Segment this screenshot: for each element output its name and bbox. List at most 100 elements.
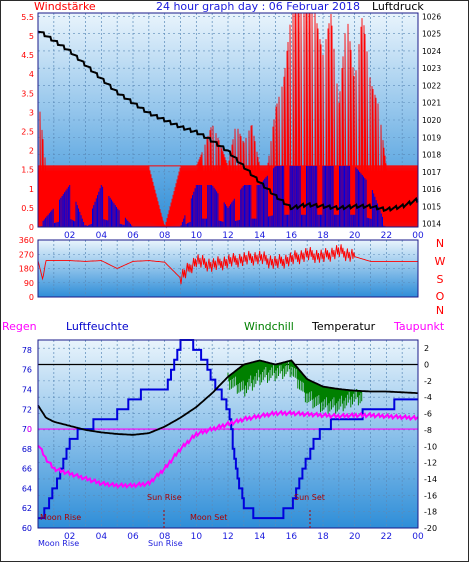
- hour-tick-label: 08: [159, 231, 171, 241]
- humidity-tick-label: 70: [22, 425, 32, 434]
- bottom-moon-rise-label: Moon Rise: [38, 539, 79, 548]
- pressure-tick-label: 1026: [422, 12, 441, 21]
- panel2-axes: 0 90 180 270 360: [19, 236, 34, 302]
- hour-tick-label: 00: [412, 231, 424, 241]
- direction-tick-label: 270: [19, 250, 34, 259]
- legend-windchill: Windchill: [244, 320, 294, 333]
- pressure-tick-label: 1025: [422, 30, 441, 39]
- panel3-border: [37, 339, 419, 529]
- wind-tick-label: 2: [29, 147, 34, 156]
- wind-pressure-panel: 02 04 06 08 10 12 14 16 18 20 22 0000.511.522.533.5…: [21, 12, 441, 241]
- panel2-border: [37, 239, 419, 298]
- legend-luftfeuchte: Luftfeuchte: [66, 320, 129, 333]
- humidity-tick-label: 78: [22, 346, 32, 355]
- header-luftdruck: Luftdruck: [372, 0, 424, 13]
- temperature-tick-label: -20: [424, 524, 437, 533]
- pressure-tick-label: 1018: [422, 151, 441, 160]
- wind-tick-label: 5: [29, 32, 34, 41]
- panel2-series: [37, 244, 418, 285]
- temperature-tick-label: -12: [424, 459, 437, 468]
- astro-markers: Moon Rise Sun Rise Moon Set Sun Set Moon…: [38, 493, 325, 548]
- humidity-tick-label: 64: [22, 484, 32, 493]
- hour-tick-label: 04: [96, 532, 108, 542]
- wind-tick-label: 4: [29, 70, 34, 79]
- hour-tick-label: 04: [96, 231, 108, 241]
- pressure-series: [37, 30, 419, 213]
- hour-tick-label: 12: [222, 231, 233, 241]
- hour-tick-label: 22: [381, 231, 392, 241]
- moon-set-label: Moon Set: [190, 513, 227, 522]
- hour-tick-label: 18: [317, 231, 329, 241]
- bottom-sun-rise-label: Sun Rise: [148, 539, 183, 548]
- temperature-tick-label: -14: [424, 475, 437, 484]
- hour-tick-label: 14: [254, 231, 266, 241]
- hour-tick-label: 00: [412, 532, 424, 542]
- hour-tick-label: 10: [191, 231, 203, 241]
- moon-rise-label: Moon Rise: [40, 513, 81, 522]
- sun-rise-label: Sun Rise: [147, 493, 182, 502]
- pressure-tick-label: 1024: [422, 47, 441, 56]
- hour-tick-label: 18: [317, 532, 329, 542]
- wind-tick-label: 3.5: [21, 89, 34, 98]
- hour-tick-label: 22: [381, 532, 392, 542]
- pressure-tick-label: 1015: [422, 202, 441, 211]
- pressure-tick-label: 1019: [422, 133, 441, 142]
- direction-letter: S: [437, 273, 444, 286]
- wind-tick-label: 5.5: [21, 13, 34, 22]
- hour-tick-label: 20: [349, 532, 361, 542]
- temperature-series: [37, 359, 418, 436]
- direction-letter: W: [435, 255, 446, 268]
- hour-tick-label: 20: [349, 231, 361, 241]
- hour-tick-label: 02: [64, 231, 75, 241]
- direction-letter: O: [436, 290, 445, 303]
- wind-tick-label: 1.5: [21, 166, 34, 175]
- humidity-tick-label: 62: [22, 504, 32, 513]
- sun-set-label: Sun Set: [294, 493, 325, 502]
- hour-tick-label: 08: [159, 532, 171, 542]
- header-title: 24 hour graph day : 06 Februar 2018: [156, 0, 360, 13]
- legend-taupunkt: Taupunkt: [393, 320, 445, 333]
- humidity-tick-label: 68: [22, 445, 32, 454]
- humidity-tick-label: 76: [22, 366, 32, 375]
- dewpoint-series: [37, 409, 419, 489]
- panel1-border: [37, 12, 419, 228]
- wind-tick-label: 0: [29, 223, 34, 232]
- pressure-tick-label: 1021: [422, 99, 441, 108]
- panel3-axes: 02 04 06 08 10 12 14 16 18 20 22 006062646668707274…: [22, 344, 437, 542]
- pressure-tick-label: 1023: [422, 64, 441, 73]
- windchill-series: [227, 360, 363, 414]
- temperature-tick-label: -10: [424, 442, 437, 451]
- temperature-tick-label: -18: [424, 508, 437, 517]
- panel3-series: [37, 339, 419, 520]
- temperature-tick-label: -6: [424, 410, 432, 419]
- wind-tick-label: 0.5: [21, 204, 34, 213]
- temperature-tick-label: -2: [424, 377, 432, 386]
- hour-tick-label: 06: [127, 231, 139, 241]
- legend-temperatur: Temperatur: [311, 320, 376, 333]
- wind-tick-label: 4.5: [21, 51, 34, 60]
- pressure-tick-label: 1022: [422, 81, 441, 90]
- pressure-tick-label: 1020: [422, 116, 441, 125]
- panel1-series: [37, 12, 419, 229]
- hour-tick-label: 10: [191, 532, 203, 542]
- wind-tick-label: 2.5: [21, 127, 34, 136]
- direction-letter: N: [436, 304, 444, 317]
- pressure-tick-label: 1017: [422, 168, 441, 177]
- wind-tick-label: 1: [29, 185, 34, 194]
- hour-tick-label: 16: [286, 231, 298, 241]
- pressure-tick-label: 1014: [422, 220, 441, 229]
- temperature-tick-label: 0: [424, 361, 429, 370]
- wind-direction-series: [37, 244, 418, 285]
- header-windstaerke: Windstärke: [34, 0, 96, 13]
- humidity-tick-label: 60: [22, 524, 32, 533]
- direction-tick-label: 90: [24, 279, 34, 288]
- direction-tick-label: 180: [19, 265, 34, 274]
- temperature-tick-label: -4: [424, 393, 432, 402]
- panel1-axes: 02 04 06 08 10 12 14 16 18 20 22 0000.511.522.533.5…: [21, 12, 441, 241]
- hour-tick-label: 12: [222, 532, 233, 542]
- humidity-tick-label: 72: [22, 405, 32, 414]
- wind-average-series: [38, 165, 386, 227]
